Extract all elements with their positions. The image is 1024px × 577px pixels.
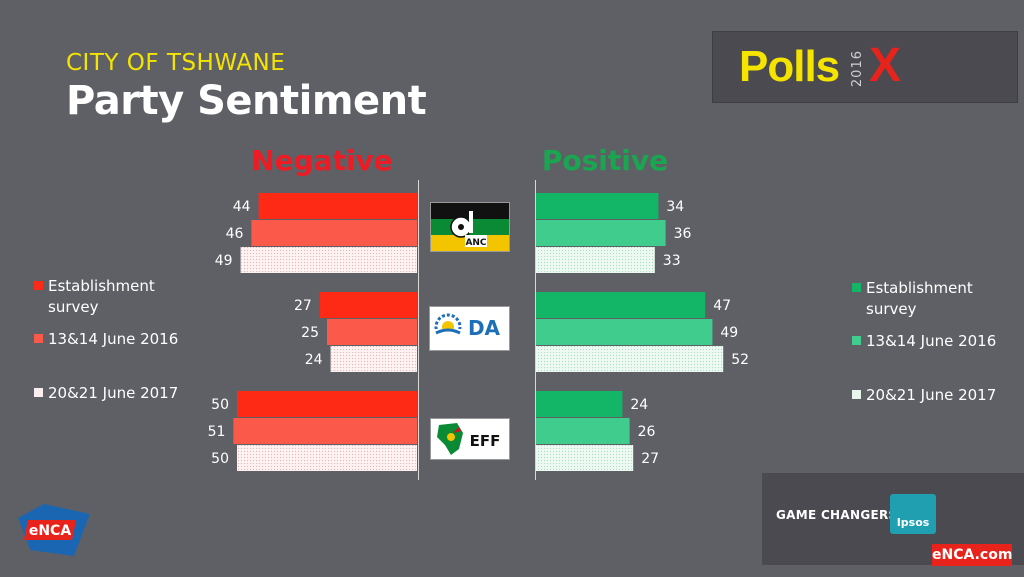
da-logo: DA xyxy=(429,306,510,351)
label-positive-anc-2: 33 xyxy=(663,253,681,269)
bar-negative-da-1 xyxy=(327,319,417,345)
legend-item-2016: 13&14 June 2016 xyxy=(34,329,204,350)
label-negative-anc-0: 44 xyxy=(233,199,251,215)
bar-positive-anc-2 xyxy=(536,247,655,273)
bar-positive-eff-2 xyxy=(536,445,634,471)
label-negative-eff-1: 51 xyxy=(208,424,226,440)
bar-positive-eff-0 xyxy=(536,391,623,417)
label-negative-anc-1: 46 xyxy=(226,226,244,242)
legend-label-line2: survey xyxy=(866,300,917,318)
bar-negative-anc-1 xyxy=(251,220,417,246)
svg-text:eNCA: eNCA xyxy=(29,523,71,539)
legend-item-2017: 20&21 June 2017 xyxy=(34,383,204,404)
bar-negative-eff-0 xyxy=(237,391,417,417)
bar-negative-eff-2 xyxy=(237,445,417,471)
label-negative-da-1: 25 xyxy=(301,325,319,341)
label-positive-eff-2: 27 xyxy=(641,451,659,467)
label-positive-eff-1: 26 xyxy=(638,424,656,440)
bar-negative-eff-1 xyxy=(233,418,417,444)
label-negative-eff-2: 50 xyxy=(211,451,229,467)
legend-swatch xyxy=(852,336,861,345)
svg-text:EFF: EFF xyxy=(470,432,501,450)
legend-label: 13&14 June 2016 xyxy=(866,332,997,350)
anc-logo: ANC xyxy=(430,202,510,252)
label-positive-da-1: 49 xyxy=(720,325,738,341)
label-positive-da-2: 52 xyxy=(731,352,749,368)
polls-x: X xyxy=(869,39,902,92)
label-negative-da-2: 24 xyxy=(305,352,323,368)
legend-item-establishment: Establishment survey xyxy=(852,278,1022,320)
svg-text:DA: DA xyxy=(468,316,501,340)
bar-positive-anc-0 xyxy=(536,193,659,219)
enca-com-badge: eNCA.com xyxy=(932,544,1012,566)
legend-label: 20&21 June 2017 xyxy=(48,384,179,402)
bar-negative-anc-2 xyxy=(240,247,417,273)
legend-label-line2: survey xyxy=(48,298,99,316)
legend-label: 13&14 June 2016 xyxy=(48,330,179,348)
label-positive-anc-0: 34 xyxy=(666,199,684,215)
legend-swatch xyxy=(34,334,43,343)
svg-text:ANC: ANC xyxy=(465,238,486,248)
label-negative-anc-2: 49 xyxy=(215,253,233,269)
right-divider xyxy=(535,180,536,480)
positive-heading: Positive xyxy=(542,144,668,177)
label-negative-eff-0: 50 xyxy=(211,397,229,413)
bar-negative-da-2 xyxy=(330,346,417,372)
label-positive-da-0: 47 xyxy=(713,298,731,314)
bar-positive-da-2 xyxy=(536,346,724,372)
legend-swatch xyxy=(852,390,861,399)
enca-logo: eNCA xyxy=(14,500,94,562)
bar-positive-da-0 xyxy=(536,292,706,318)
ipsos-logo: Ipsos xyxy=(890,494,936,534)
label-positive-eff-0: 24 xyxy=(630,397,648,413)
bar-negative-anc-0 xyxy=(258,193,417,219)
eff-logo: EFF xyxy=(430,418,510,460)
legend-swatch xyxy=(852,283,861,292)
legend-swatch xyxy=(34,281,43,290)
legend-label: 20&21 June 2017 xyxy=(866,386,997,404)
bar-positive-eff-1 xyxy=(536,418,630,444)
legend-swatch xyxy=(34,388,43,397)
bar-positive-da-1 xyxy=(536,319,713,345)
negative-heading: Negative xyxy=(251,144,393,177)
ipsos-text: Ipsos xyxy=(896,516,930,529)
polls-word: Polls xyxy=(739,42,840,91)
label-negative-da-0: 27 xyxy=(294,298,312,314)
polls-logo: Polls 2016 X xyxy=(712,31,1018,103)
game-changers-text: GAME CHANGERS xyxy=(776,508,898,522)
bar-negative-da-0 xyxy=(319,292,417,318)
legend-label: Establishment xyxy=(866,279,973,297)
chart-title: Party Sentiment xyxy=(66,78,427,124)
label-positive-anc-1: 36 xyxy=(674,226,692,242)
legend-item-establishment: Establishment survey xyxy=(34,276,204,318)
left-divider xyxy=(418,180,419,480)
chart-subtitle: CITY OF TSHWANE xyxy=(66,50,286,76)
bar-positive-anc-1 xyxy=(536,220,666,246)
legend-item-2017: 20&21 June 2017 xyxy=(852,385,1022,406)
legend-label: Establishment xyxy=(48,277,155,295)
legend-item-2016: 13&14 June 2016 xyxy=(852,331,1022,352)
